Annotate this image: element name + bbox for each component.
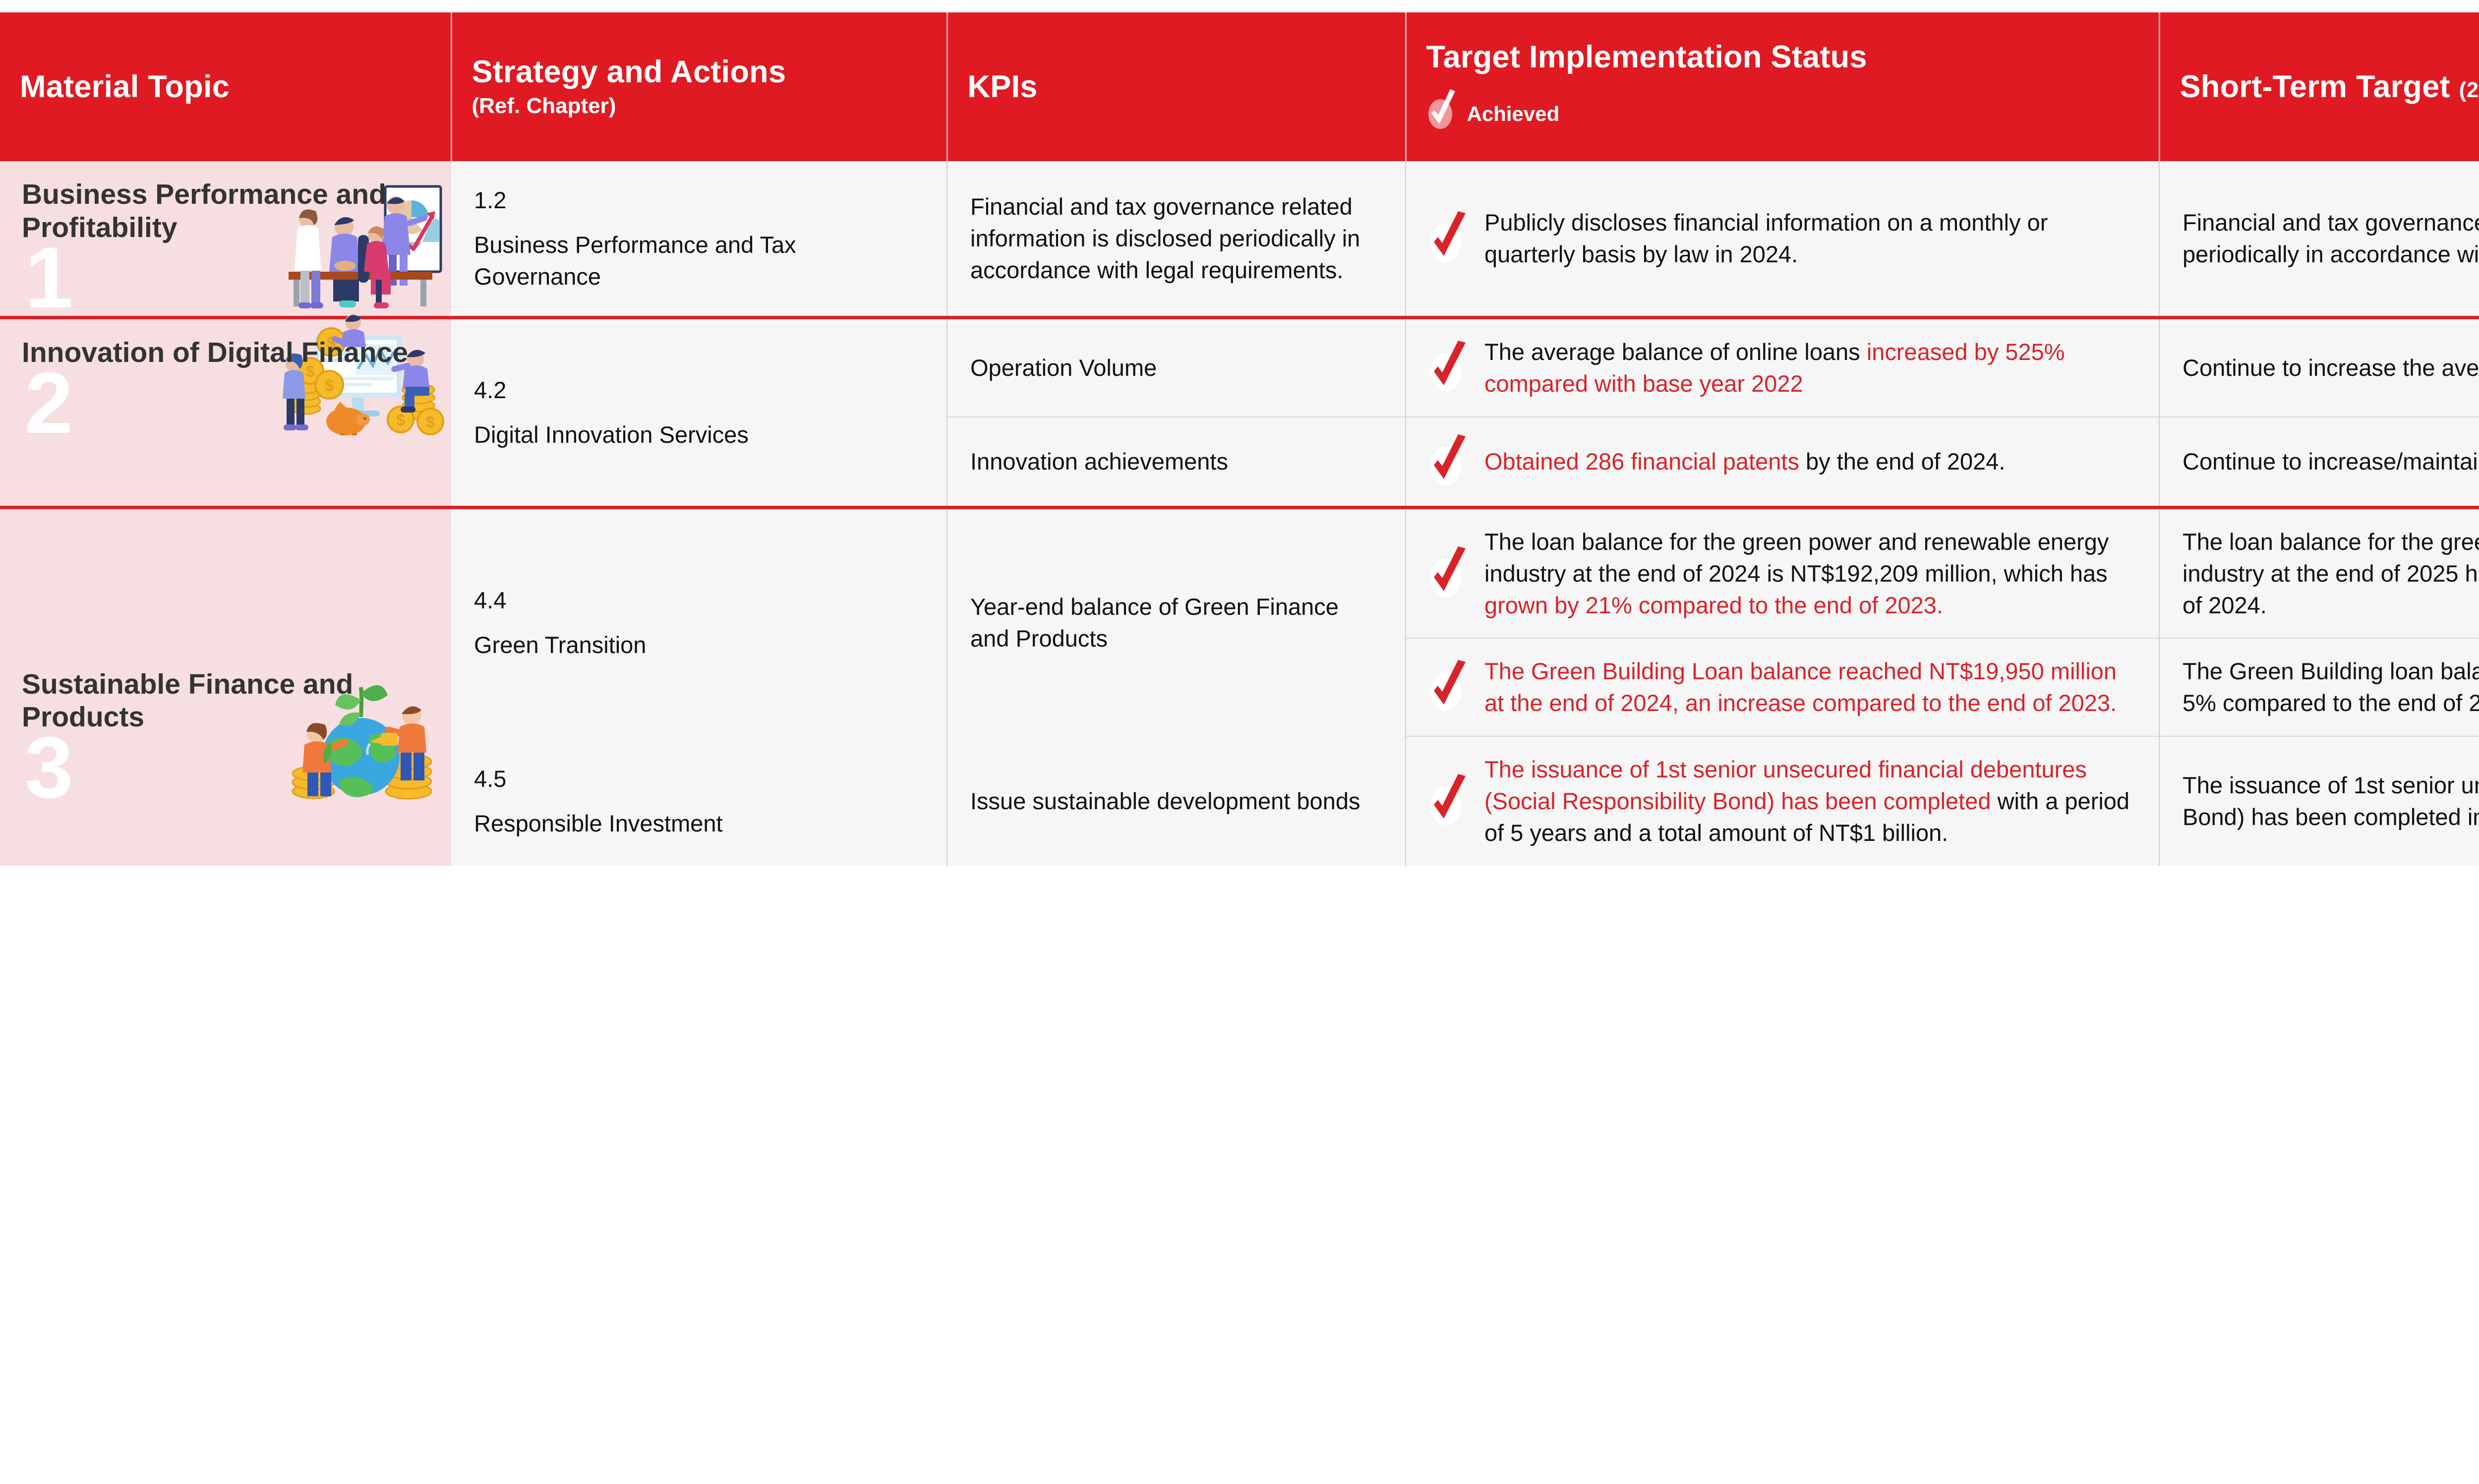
targets-table: Material Topic Strategy and Actions (Ref… <box>0 12 2479 866</box>
kpi-cell: Issue sustainable development bonds <box>947 736 1406 866</box>
short-term-cell: The Green Building loan balance at the e… <box>2159 638 2479 737</box>
chapter-name: Responsible Investment <box>474 810 723 836</box>
check-mark-icon <box>1429 211 1472 266</box>
header-title-material-topic: Material Topic <box>20 69 230 104</box>
kpi-cell: Operation Volume <box>947 319 1406 417</box>
status-segment-highlight: The Green Building Loan balance reached … <box>1484 658 2117 716</box>
status-cell: The average balance of online loans incr… <box>1406 319 2160 417</box>
chapter-name: Green Transition <box>474 631 647 658</box>
topic-title-3: Sustainable Finance and Products <box>22 668 354 733</box>
chapter-name: Business Performance and Tax Governance <box>474 231 796 290</box>
short-term-cell: Financial and tax governance-related inf… <box>2159 161 2479 316</box>
header-cell-material-topic: Material Topic <box>0 12 452 161</box>
table-row: Innovation of Digital Finance 2 <box>0 314 2479 506</box>
strategy-cell: 4.5 Responsible Investment <box>451 736 947 866</box>
status-text: The Green Building Loan balance reached … <box>1484 655 2136 719</box>
topic-number-1: 1 <box>25 230 73 327</box>
table-row: The Green Building Loan balance reached … <box>0 638 2479 737</box>
short-term-cell: The issuance of 1st senior unsecured fin… <box>2159 736 2479 866</box>
header-title-short-term-text: Short-Term Target <box>2180 69 2450 104</box>
table-row: Sustainable Finance and Products 3 <box>0 509 2479 866</box>
table-header-row: Material Topic Strategy and Actions (Ref… <box>0 12 2479 161</box>
status-cell: Publicly discloses financial information… <box>1406 161 2160 316</box>
topic-number-3: 3 <box>25 719 73 817</box>
header-cell-target-status: Target Implementation Status Achieved <box>1406 12 2160 161</box>
table-row: Innovation achievements Obtained 286 fin… <box>0 416 2479 506</box>
header-cell-kpis: KPIs <box>947 12 1407 161</box>
chapter-number: 1.2 <box>474 187 507 214</box>
strategy-cell: 4.4 Green Transition <box>451 509 947 737</box>
status-cell: The issuance of 1st senior unsecured fin… <box>1406 736 2160 866</box>
status-text: Publicly discloses financial information… <box>1484 207 2136 270</box>
status-segment-highlight: The issuance of 1st senior unsecured fin… <box>1484 756 2087 815</box>
status-cell: Obtained 286 financial patents by the en… <box>1406 416 2160 506</box>
header-title-short-term: Short-Term Target (2025) <box>2180 69 2479 105</box>
check-mark-icon <box>1429 434 1472 489</box>
topic-cell-2: Innovation of Digital Finance 2 <box>0 314 451 506</box>
header-cell-strategy: Strategy and Actions (Ref. Chapter) <box>451 12 948 161</box>
header-cell-short-term: Short-Term Target (2025) <box>2159 12 2479 161</box>
status-text: The loan balance for the green power and… <box>1484 526 2136 621</box>
status-segment: Publicly discloses financial information… <box>1484 209 2048 267</box>
topic-cell-3: Sustainable Finance and Products 3 <box>0 509 451 866</box>
status-segment-highlight: Obtained 286 financial patents <box>1484 448 1799 475</box>
topic-inner-1: Business Performance and Profitability 1 <box>0 161 451 327</box>
topic-inner-2: Innovation of Digital Finance 2 <box>0 314 451 452</box>
chapter-number: 4.4 <box>474 587 507 614</box>
status-segment-highlight: grown by 21% compared to the end of 2023… <box>1484 592 1943 618</box>
short-term-cell: Continue to increase the average balance… <box>2159 319 2479 417</box>
status-cell: The Green Building Loan balance reached … <box>1406 638 2160 737</box>
status-segment: by the end of 2024. <box>1799 448 2006 475</box>
kpi-cell: Innovation achievements <box>947 416 1406 506</box>
status-cell: The loan balance for the green power and… <box>1406 509 2160 639</box>
status-segment: The average balance of online loans <box>1484 338 1867 365</box>
topic-separator <box>0 315 2479 319</box>
achieved-legend-label: Achieved <box>1467 102 1560 126</box>
header-title-strategy: Strategy and Actions <box>472 55 786 90</box>
check-mark-icon <box>1429 546 1472 601</box>
status-segment: with a period of 5 years and a total amo… <box>1484 788 2130 846</box>
topic-inner-3: Sustainable Finance and Products 3 <box>0 509 451 817</box>
header-title-kpis: KPIs <box>967 69 1038 104</box>
header-sub-short-term: (2025) <box>2459 77 2479 102</box>
header-title-target-status: Target Implementation Status <box>1426 40 1867 75</box>
topic-number-2: 2 <box>25 355 73 452</box>
check-mark-icon <box>1429 660 1472 714</box>
check-mark-icon <box>1429 340 1472 395</box>
header-sub-strategy: (Ref. Chapter) <box>472 93 616 118</box>
status-segment: The loan balance for the green power and… <box>1484 528 2109 587</box>
check-mark-icon <box>1429 774 1472 829</box>
achieved-legend: Achieved <box>1426 88 2139 134</box>
table-row: 4.5 Responsible Investment Issue sustain… <box>0 736 2479 866</box>
chapter-name: Digital Innovation Services <box>474 421 749 448</box>
short-term-cell: The loan balance for the green power and… <box>2159 509 2479 639</box>
chapter-number: 4.5 <box>474 765 507 792</box>
status-text: Obtained 286 financial patents by the en… <box>1484 446 2136 477</box>
kpi-cell: Financial and tax governance related inf… <box>947 161 1406 316</box>
topic-title-1: Business Performance and Profitability <box>22 178 386 243</box>
check-mark-icon <box>1426 88 1460 134</box>
table-row: Business Performance and Profitability 1 <box>0 161 2479 327</box>
topic-cell-1: Business Performance and Profitability 1 <box>0 161 451 327</box>
status-segment-highlight: increased by 525% compared with base yea… <box>1484 338 2065 397</box>
short-term-cell: Continue to increase/maintain the patent… <box>2159 416 2479 506</box>
strategy-cell: 1.2 Business Performance and Tax Governa… <box>451 161 947 316</box>
strategy-cell: 4.2 Digital Innovation Services <box>451 319 947 506</box>
topic-separator <box>0 505 2479 509</box>
topic-title-2: Innovation of Digital Finance <box>22 336 409 368</box>
kpi-cell: Year-end balance of Green Finance and Pr… <box>947 509 1406 737</box>
status-text: The issuance of 1st senior unsecured fin… <box>1484 754 2136 849</box>
chapter-number: 4.2 <box>474 376 507 403</box>
status-text: The average balance of online loans incr… <box>1484 336 2136 400</box>
